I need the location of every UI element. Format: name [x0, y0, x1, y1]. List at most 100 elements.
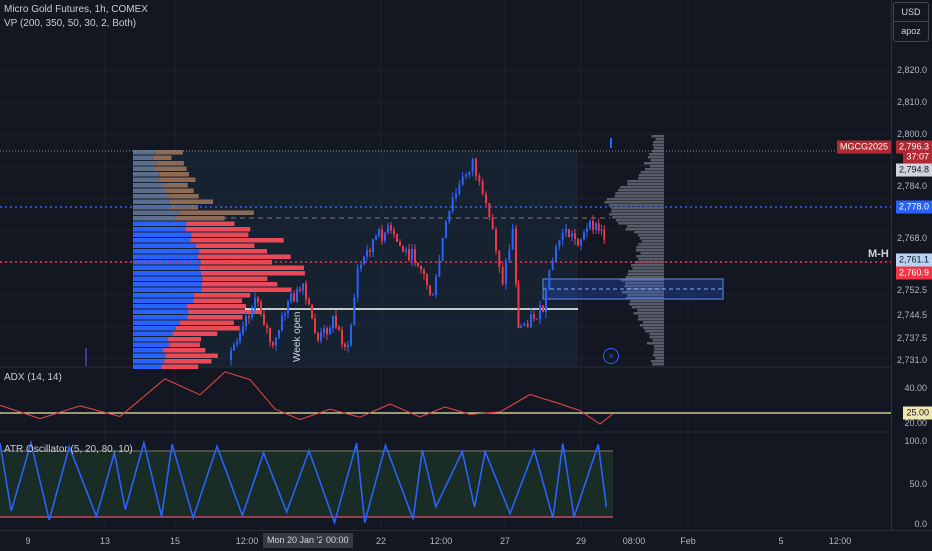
price-tick: 2,784.0	[896, 181, 927, 191]
candle-body	[545, 288, 547, 313]
candle-body	[481, 181, 484, 194]
vp-bar-down	[193, 298, 243, 303]
vp-bar-down	[188, 309, 262, 314]
vp-right-bar	[615, 219, 664, 222]
candle-body	[420, 265, 422, 270]
time-tick: 5	[778, 536, 784, 546]
candle-body	[526, 323, 529, 327]
time-tick: Feb	[680, 536, 696, 546]
vp-bar-down	[193, 293, 251, 298]
vp-right-bar	[650, 360, 664, 363]
candle-body	[399, 241, 401, 246]
vp-right-bar	[638, 258, 664, 261]
vp-right-bar	[652, 354, 664, 357]
vp-right-bar	[637, 309, 664, 312]
candle-body	[597, 223, 600, 231]
candle-body	[458, 184, 461, 194]
candle-body	[465, 174, 467, 177]
candle-body	[296, 289, 298, 302]
vp-bar-up	[133, 298, 194, 303]
candle-body	[375, 235, 377, 240]
candle-body	[501, 267, 504, 285]
vp-right-bar	[652, 363, 664, 366]
vp-bar-up	[133, 243, 196, 248]
candle-body	[515, 228, 517, 285]
vp-bar-down	[161, 364, 199, 369]
candle-body	[230, 350, 232, 360]
candle-body	[603, 229, 606, 240]
time-axis[interactable]: 9 13 15 12:00 Mon 20 Jan '25 00:00 22 12…	[0, 530, 932, 551]
candle-body	[478, 176, 481, 182]
adx-level-tag: 25.00	[903, 406, 932, 420]
vp-right-bar	[611, 210, 664, 213]
vp-right-bar	[640, 171, 664, 174]
symbol-legend[interactable]: Micro Gold Futures, 1h, COMEX	[4, 4, 148, 15]
candlesticks	[85, 138, 612, 366]
vp-right-bar	[628, 270, 664, 273]
candle-body	[350, 324, 352, 345]
vp-bar-up	[133, 238, 191, 243]
currency-label[interactable]: USD	[894, 3, 928, 22]
time-tick: 22	[375, 536, 387, 546]
vp-bar-up	[133, 161, 157, 166]
vp-bar-up	[133, 364, 162, 369]
vp-right-bar	[606, 198, 664, 201]
candle-body	[568, 229, 570, 237]
candle-body	[592, 221, 594, 230]
vp-bar-up	[133, 183, 164, 188]
candle-body	[438, 260, 441, 277]
currency-selector[interactable]: USD apoz	[893, 2, 929, 42]
vp-bar-down	[156, 161, 184, 166]
candle-body	[233, 344, 235, 351]
vp-bar-up	[133, 265, 200, 270]
candle-body	[561, 232, 564, 240]
adx-legend[interactable]: ADX (14, 14)	[4, 372, 62, 383]
price-scale[interactable]: 2,820.0 2,810.0 2,800.0 2,784.0 2,768.0 …	[891, 0, 932, 530]
vp-bar-down	[199, 265, 304, 270]
vp-bar-down	[162, 348, 206, 353]
candle-body	[435, 276, 437, 295]
atr-band	[0, 451, 613, 517]
candle-body	[257, 298, 259, 303]
vp-bar-up	[133, 221, 187, 226]
vp-bar-down	[175, 216, 225, 221]
candle-body	[390, 225, 392, 231]
candle-body	[555, 246, 557, 261]
vp-bar-down	[168, 337, 202, 342]
vp-right-bar	[631, 306, 664, 309]
price-tick: 2,768.0	[896, 233, 927, 243]
atr-tick: 100.0	[904, 436, 927, 446]
vp-bar-up	[133, 293, 194, 298]
candle-body	[495, 229, 497, 251]
vp-right-bar	[625, 282, 664, 285]
time-highlight-time: 00:00	[322, 533, 353, 548]
vp-bar-down	[165, 353, 218, 358]
time-tick: 12:00	[429, 536, 453, 546]
vp-right-bar	[638, 234, 664, 237]
candle-body	[363, 256, 365, 265]
candle-body	[278, 330, 280, 338]
vp-right-bar	[653, 147, 664, 150]
candle-body	[293, 293, 295, 302]
vp-bar-down	[158, 177, 196, 182]
candle-body	[245, 315, 247, 327]
time-tick: 12:00	[828, 536, 852, 546]
vp-right-bar	[653, 351, 664, 354]
candle-body	[269, 328, 271, 343]
candle-body	[266, 325, 268, 329]
atr-legend[interactable]: ATR Oscillator (5, 20, 80, 10)	[4, 444, 133, 455]
vp-legend[interactable]: VP (200, 350, 50, 30, 2, Both)	[4, 18, 137, 29]
vp-right-bar	[620, 279, 664, 282]
candle-body	[384, 232, 386, 241]
vp-right-bar	[624, 285, 664, 288]
candle-body	[302, 283, 304, 291]
price-tick: 2,810.0	[896, 97, 927, 107]
candle-body	[580, 239, 582, 246]
vp-right-bar	[649, 333, 664, 336]
vp-right-bar	[630, 264, 664, 267]
atr-tick: 0.0	[914, 519, 927, 529]
fast-forward-icon[interactable]: »	[603, 348, 619, 364]
vp-right-bar	[625, 276, 664, 279]
vp-right-bar	[611, 207, 664, 210]
